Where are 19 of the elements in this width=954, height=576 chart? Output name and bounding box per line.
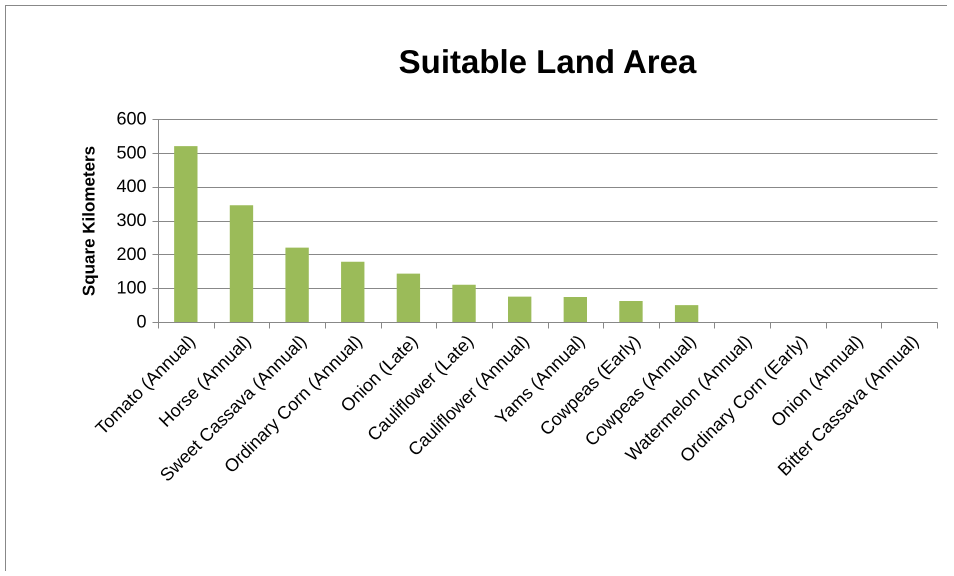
bar — [452, 284, 476, 322]
bar — [174, 146, 198, 322]
chart-title: Suitable Land Area — [398, 43, 697, 80]
bar — [508, 296, 532, 322]
bar — [674, 305, 698, 322]
y-tick-label: 0 — [136, 312, 146, 332]
y-axis-title: Square Kilometers — [79, 146, 98, 296]
y-tick-label: 600 — [116, 108, 146, 128]
y-tick-label: 200 — [116, 244, 146, 264]
bar — [285, 248, 309, 322]
y-tick-label: 500 — [116, 142, 146, 162]
bar — [619, 301, 643, 322]
bar — [564, 296, 588, 322]
y-tick-label: 300 — [116, 210, 146, 230]
y-tick-label: 100 — [116, 278, 146, 298]
y-tick-label: 400 — [116, 176, 146, 196]
bar — [341, 262, 364, 322]
bar — [230, 205, 254, 322]
bar — [396, 274, 420, 322]
